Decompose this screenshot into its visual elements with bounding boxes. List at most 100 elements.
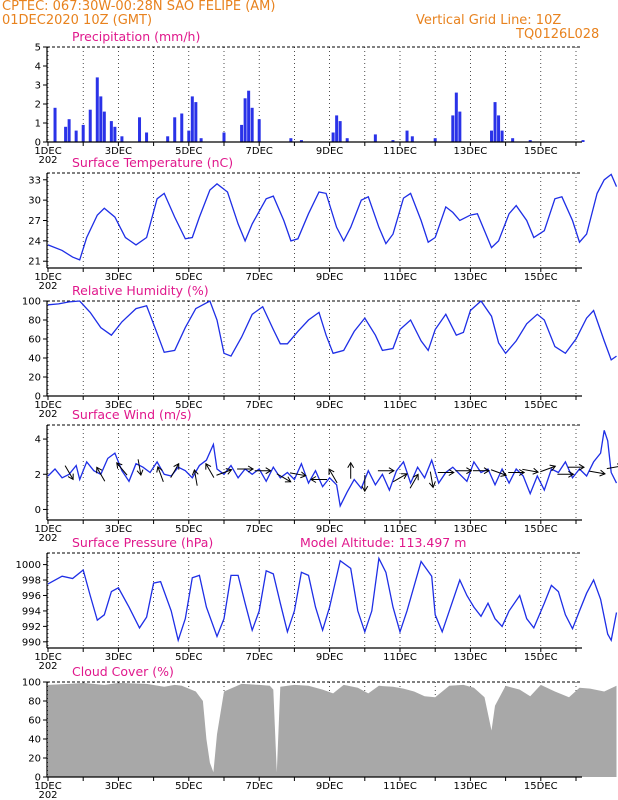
wind-arrow [116, 462, 128, 476]
wind-arrow [455, 467, 473, 475]
precip-bar [247, 90, 251, 142]
x-tick-label: 7DEC [246, 652, 273, 663]
wind-arrow-head [401, 473, 408, 480]
precip-bar [138, 117, 142, 142]
wind-arrow-head [225, 468, 233, 475]
y-tick-label: 100 [22, 678, 41, 689]
wind-arrow-shaft [490, 469, 507, 476]
precip-bar [95, 77, 99, 142]
wind-arrow [237, 465, 255, 473]
y-tick-label: 4 [35, 62, 41, 73]
y-tick-label: 992 [22, 622, 41, 633]
panel-title: Surface Wind (m/s) [72, 407, 192, 422]
wind-arrow [473, 467, 490, 475]
wind-arrow-shaft [392, 473, 408, 483]
precip-bar [67, 119, 71, 142]
x-tick-label: 3DEC [105, 272, 132, 283]
precip-bar [120, 136, 124, 142]
wind-arrow-shaft [606, 465, 618, 470]
wind-arrow-head [428, 481, 436, 489]
wind-arrow [606, 463, 618, 471]
wind-arrow-head [191, 468, 199, 476]
y-tick-label: 40 [28, 354, 41, 365]
panel-3: 0 2 4 1DEC 3DEC 5DEC 7DEC 9DEC 11DEC 13DEC 15DEC 20… [34, 407, 618, 544]
x-tick-label: 5DEC [175, 272, 202, 283]
wind-arrow-head [247, 465, 255, 473]
wind-arrow [490, 469, 508, 477]
x-tick-label: 7DEC [246, 781, 273, 792]
wind-arrow-head [116, 462, 123, 469]
precip-bar [250, 107, 254, 142]
precip-bar [511, 138, 515, 142]
wind-arrow-head [67, 473, 74, 481]
precip-bar [145, 132, 149, 142]
x-tick-label: 9DEC [316, 146, 343, 157]
wind-arrow [437, 469, 455, 476]
y-tick-label: 20 [28, 754, 41, 765]
wind-arrow-head [173, 462, 180, 470]
y-tick-label: 80 [28, 697, 41, 708]
x-tick-label: 9DEC [316, 524, 343, 535]
precip-bar [410, 136, 414, 142]
wind-arrow-shaft [589, 470, 606, 475]
wind-arrow-shaft [216, 469, 232, 476]
panel-title: Surface Pressure (hPa) [72, 535, 213, 550]
wind-arrow-head [568, 470, 575, 478]
x-tick-label: 15DEC [524, 400, 558, 411]
wind-arrow-shaft [193, 469, 198, 486]
wind-arrow-head [483, 467, 490, 475]
precip-bar [64, 126, 68, 142]
x-tick-label: 15DEC [524, 146, 558, 157]
precip-bar [433, 138, 437, 142]
x-tick-label: 11DEC [383, 400, 417, 411]
wind-arrow [136, 459, 144, 477]
wind-arrow [522, 467, 540, 475]
wind-arrow-shaft [540, 465, 556, 473]
x-tick-label: 7DEC [246, 146, 273, 157]
x-tick-label: 13DEC [454, 400, 488, 411]
wind-arrow [310, 476, 327, 483]
precip-bar [194, 102, 198, 142]
cloud-cover-area [48, 683, 617, 777]
precip-bar [88, 109, 92, 142]
wind-arrow [191, 468, 199, 486]
panel-0: 0 1 2 3 4 5 1DEC 3DEC 5DEC 7DEC 9DEC 11DEC 13DEC 15DE… [34, 29, 585, 166]
wind-arrow [589, 469, 606, 477]
precip-bar [173, 117, 177, 142]
precip-bar [289, 138, 293, 142]
y-tick-label: 996 [22, 591, 41, 602]
x-tick-label: 5DEC [175, 781, 202, 792]
header-datetime: 01DEC2020 10Z (GMT) [2, 13, 153, 28]
y-tick-label: 21 [28, 257, 41, 268]
y-tick-label: 2 [35, 100, 41, 111]
wind-arrow-head [361, 485, 369, 493]
precip-bar [113, 126, 117, 142]
x-tick-label: 11DEC [383, 524, 417, 535]
y-tick-label: 80 [28, 316, 41, 327]
x-tick-label: 9DEC [316, 272, 343, 283]
x-tick-label: 3DEC [105, 652, 132, 663]
wind-arrow-shaft [409, 474, 419, 489]
y-tick-label: 60 [28, 335, 41, 346]
wind-arrow-shaft [522, 468, 539, 473]
wind-arrow-shaft [289, 472, 306, 477]
x-tick-label: 13DEC [454, 272, 488, 283]
y-tick-label: 0 [35, 392, 41, 403]
wind-arrow-shaft [137, 459, 142, 476]
precip-bar [299, 140, 303, 142]
y-tick-label: 0 [35, 773, 41, 784]
precip-bar [187, 130, 191, 142]
y-tick-label: 20 [28, 373, 41, 384]
wind-arrow-head [412, 473, 419, 481]
y-tick-label: 30 [28, 196, 41, 207]
y-tick-label: 3 [35, 81, 41, 92]
wind-arrow [216, 468, 233, 476]
x-tick-label: 3DEC [105, 146, 132, 157]
y-tick-label: 0 [35, 138, 41, 149]
precip-bar [581, 140, 585, 142]
wind-arrow [361, 475, 369, 493]
series-line [47, 430, 618, 508]
precip-bar [222, 132, 226, 142]
precip-bar [257, 119, 261, 142]
